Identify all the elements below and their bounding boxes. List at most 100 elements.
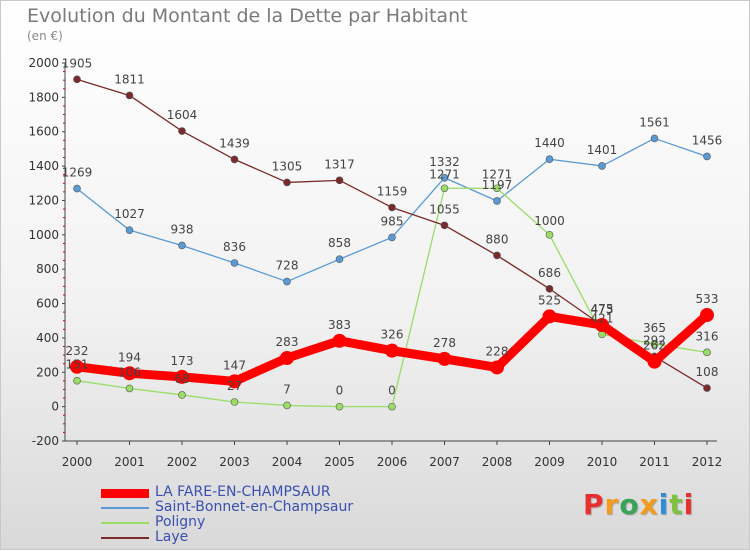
data-point-laye-2007	[440, 221, 449, 230]
logo-letter: r	[604, 488, 620, 521]
x-tick-label-2006: 2006	[377, 455, 408, 469]
data-point-laye-2008	[493, 251, 501, 260]
data-label-la-fare-en-champsaur-2011: 262	[643, 339, 666, 353]
data-label-la-fare-en-champsaur-2010: 475	[591, 302, 614, 316]
data-label-la-fare-en-champsaur-2012: 533	[696, 292, 719, 306]
data-point-saint-bonnet-en-champsaur-2000	[73, 184, 81, 193]
x-tick-label-2012: 2012	[692, 455, 723, 469]
chart-title: Evolution du Montant de la Dette par Hab…	[27, 5, 468, 27]
logo-letter: o	[619, 488, 640, 521]
legend-label-la-fare-en-champsaur: LA FARE-EN-CHAMPSAUR	[155, 484, 331, 500]
x-tick-label-2000: 2000	[62, 455, 93, 469]
data-point-saint-bonnet-en-champsaur-2011	[650, 134, 659, 143]
x-tick-label-2009: 2009	[534, 455, 565, 469]
data-point-la-fare-en-champsaur-2011	[647, 354, 662, 369]
x-tick-label-2008: 2008	[482, 455, 513, 469]
data-label-poligny-2005: 0	[336, 384, 344, 398]
x-tick-label-2007: 2007	[429, 455, 460, 469]
data-point-poligny-2009	[545, 231, 554, 239]
data-label-poligny-2002: 68	[174, 372, 189, 386]
data-label-saint-bonnet-en-champsaur-2003: 836	[223, 240, 246, 254]
data-point-saint-bonnet-en-champsaur-2008	[493, 197, 501, 205]
data-label-saint-bonnet-en-champsaur-2009: 1440	[534, 136, 565, 150]
data-label-laye-2007: 1055	[429, 202, 460, 216]
data-label-laye-2006: 1159	[377, 184, 408, 198]
data-label-poligny-2010: 421	[591, 311, 614, 325]
x-tick-label-2003: 2003	[219, 455, 250, 469]
data-label-laye-2012: 108	[696, 365, 719, 379]
x-tick-label-2004: 2004	[272, 455, 303, 469]
logo-letter: x	[639, 488, 659, 521]
data-point-la-fare-en-champsaur-2007	[437, 351, 452, 366]
legend-swatch-poligny	[101, 522, 149, 524]
data-point-saint-bonnet-en-champsaur-2012	[703, 152, 711, 161]
data-point-la-fare-en-champsaur-2003	[227, 374, 242, 389]
data-label-saint-bonnet-en-champsaur-2004: 728	[276, 259, 299, 273]
data-point-poligny-2003	[230, 398, 239, 406]
data-label-saint-bonnet-en-champsaur-2011: 1561	[639, 115, 670, 129]
legend-swatch-laye	[101, 537, 149, 539]
x-tick-label-2002: 2002	[167, 455, 198, 469]
data-point-poligny-2005	[335, 402, 344, 411]
data-point-saint-bonnet-en-champsaur-2009	[545, 155, 554, 164]
legend-label-laye: Laye	[155, 529, 189, 545]
data-label-poligny-2007: 1271	[429, 167, 460, 181]
data-label-la-fare-en-champsaur-2008: 228	[486, 344, 509, 358]
data-point-laye-2004	[283, 178, 291, 187]
data-point-laye-2005	[335, 176, 344, 185]
x-tick-label-2011: 2011	[639, 455, 670, 469]
data-label-poligny-2004: 7	[283, 382, 291, 396]
data-label-laye-2008: 880	[486, 232, 509, 246]
data-label-poligny-2001: 106	[118, 365, 141, 379]
y-tick-label-400: 400	[36, 331, 59, 345]
y-tick-label--200: -200	[32, 434, 59, 448]
data-point-la-fare-en-champsaur-2012	[700, 308, 714, 323]
data-point-saint-bonnet-en-champsaur-2006	[388, 233, 396, 242]
logo-letter: P	[583, 488, 605, 521]
data-label-la-fare-en-champsaur-2004: 283	[276, 335, 299, 349]
y-tick-label-0: 0	[51, 400, 59, 414]
y-tick-label-800: 800	[36, 262, 59, 276]
y-tick-label-1400: 1400	[28, 159, 59, 173]
data-label-la-fare-en-champsaur-2002: 173	[171, 354, 194, 368]
data-labels: 1269 1027 938 836 728 858 985 1332 1197 1440 1401 1…	[62, 56, 723, 397]
legend-swatch-la-fare-en-champsaur	[101, 488, 149, 498]
y-tick-label-600: 600	[36, 297, 59, 311]
data-point-laye-2001	[125, 91, 134, 100]
data-label-poligny-2008: 1271	[482, 167, 513, 181]
data-point-laye-2003	[230, 155, 239, 164]
data-point-poligny-2011	[650, 340, 659, 348]
data-label-la-fare-en-champsaur-2003: 147	[223, 358, 246, 372]
data-label-laye-2011: 292	[643, 333, 666, 347]
data-point-la-fare-en-champsaur-2001	[122, 366, 137, 381]
data-point-la-fare-en-champsaur-2000	[70, 359, 84, 374]
legend-swatch-saint-bonnet-en-champsaur	[101, 507, 149, 509]
data-point-la-fare-en-champsaur-2005	[332, 333, 347, 348]
data-point-laye-2006	[388, 203, 396, 212]
logo-letter: i	[683, 488, 695, 521]
data-label-poligny-2011: 365	[643, 321, 666, 335]
data-label-poligny-2012: 316	[696, 329, 719, 343]
data-point-la-fare-en-champsaur-2004	[280, 351, 294, 366]
data-point-laye-2009	[545, 284, 554, 293]
data-point-la-fare-en-champsaur-2008	[490, 360, 504, 375]
data-point-saint-bonnet-en-champsaur-2001	[125, 226, 134, 234]
data-point-laye-2002	[178, 127, 186, 135]
x-tick-label-2001: 2001	[114, 455, 145, 469]
x-tick-label-2010: 2010	[587, 455, 618, 469]
axes: -200020040060080010001200140016001800200…	[28, 56, 722, 469]
data-label-saint-bonnet-en-champsaur-2002: 938	[171, 222, 194, 236]
data-point-la-fare-en-champsaur-2009	[542, 309, 557, 324]
data-label-poligny-2000: 151	[66, 358, 89, 372]
data-label-la-fare-en-champsaur-2000: 232	[66, 344, 89, 358]
data-label-poligny-2003: 27	[227, 379, 242, 393]
proxiti-logo: Proxiti	[583, 488, 694, 521]
data-label-laye-2003: 1439	[219, 136, 250, 150]
data-point-poligny-2000	[73, 376, 81, 385]
data-point-saint-bonnet-en-champsaur-2003	[230, 259, 239, 267]
data-point-poligny-2007	[440, 184, 449, 193]
data-label-saint-bonnet-en-champsaur-2005: 858	[328, 236, 351, 250]
data-point-saint-bonnet-en-champsaur-2010	[598, 162, 606, 170]
